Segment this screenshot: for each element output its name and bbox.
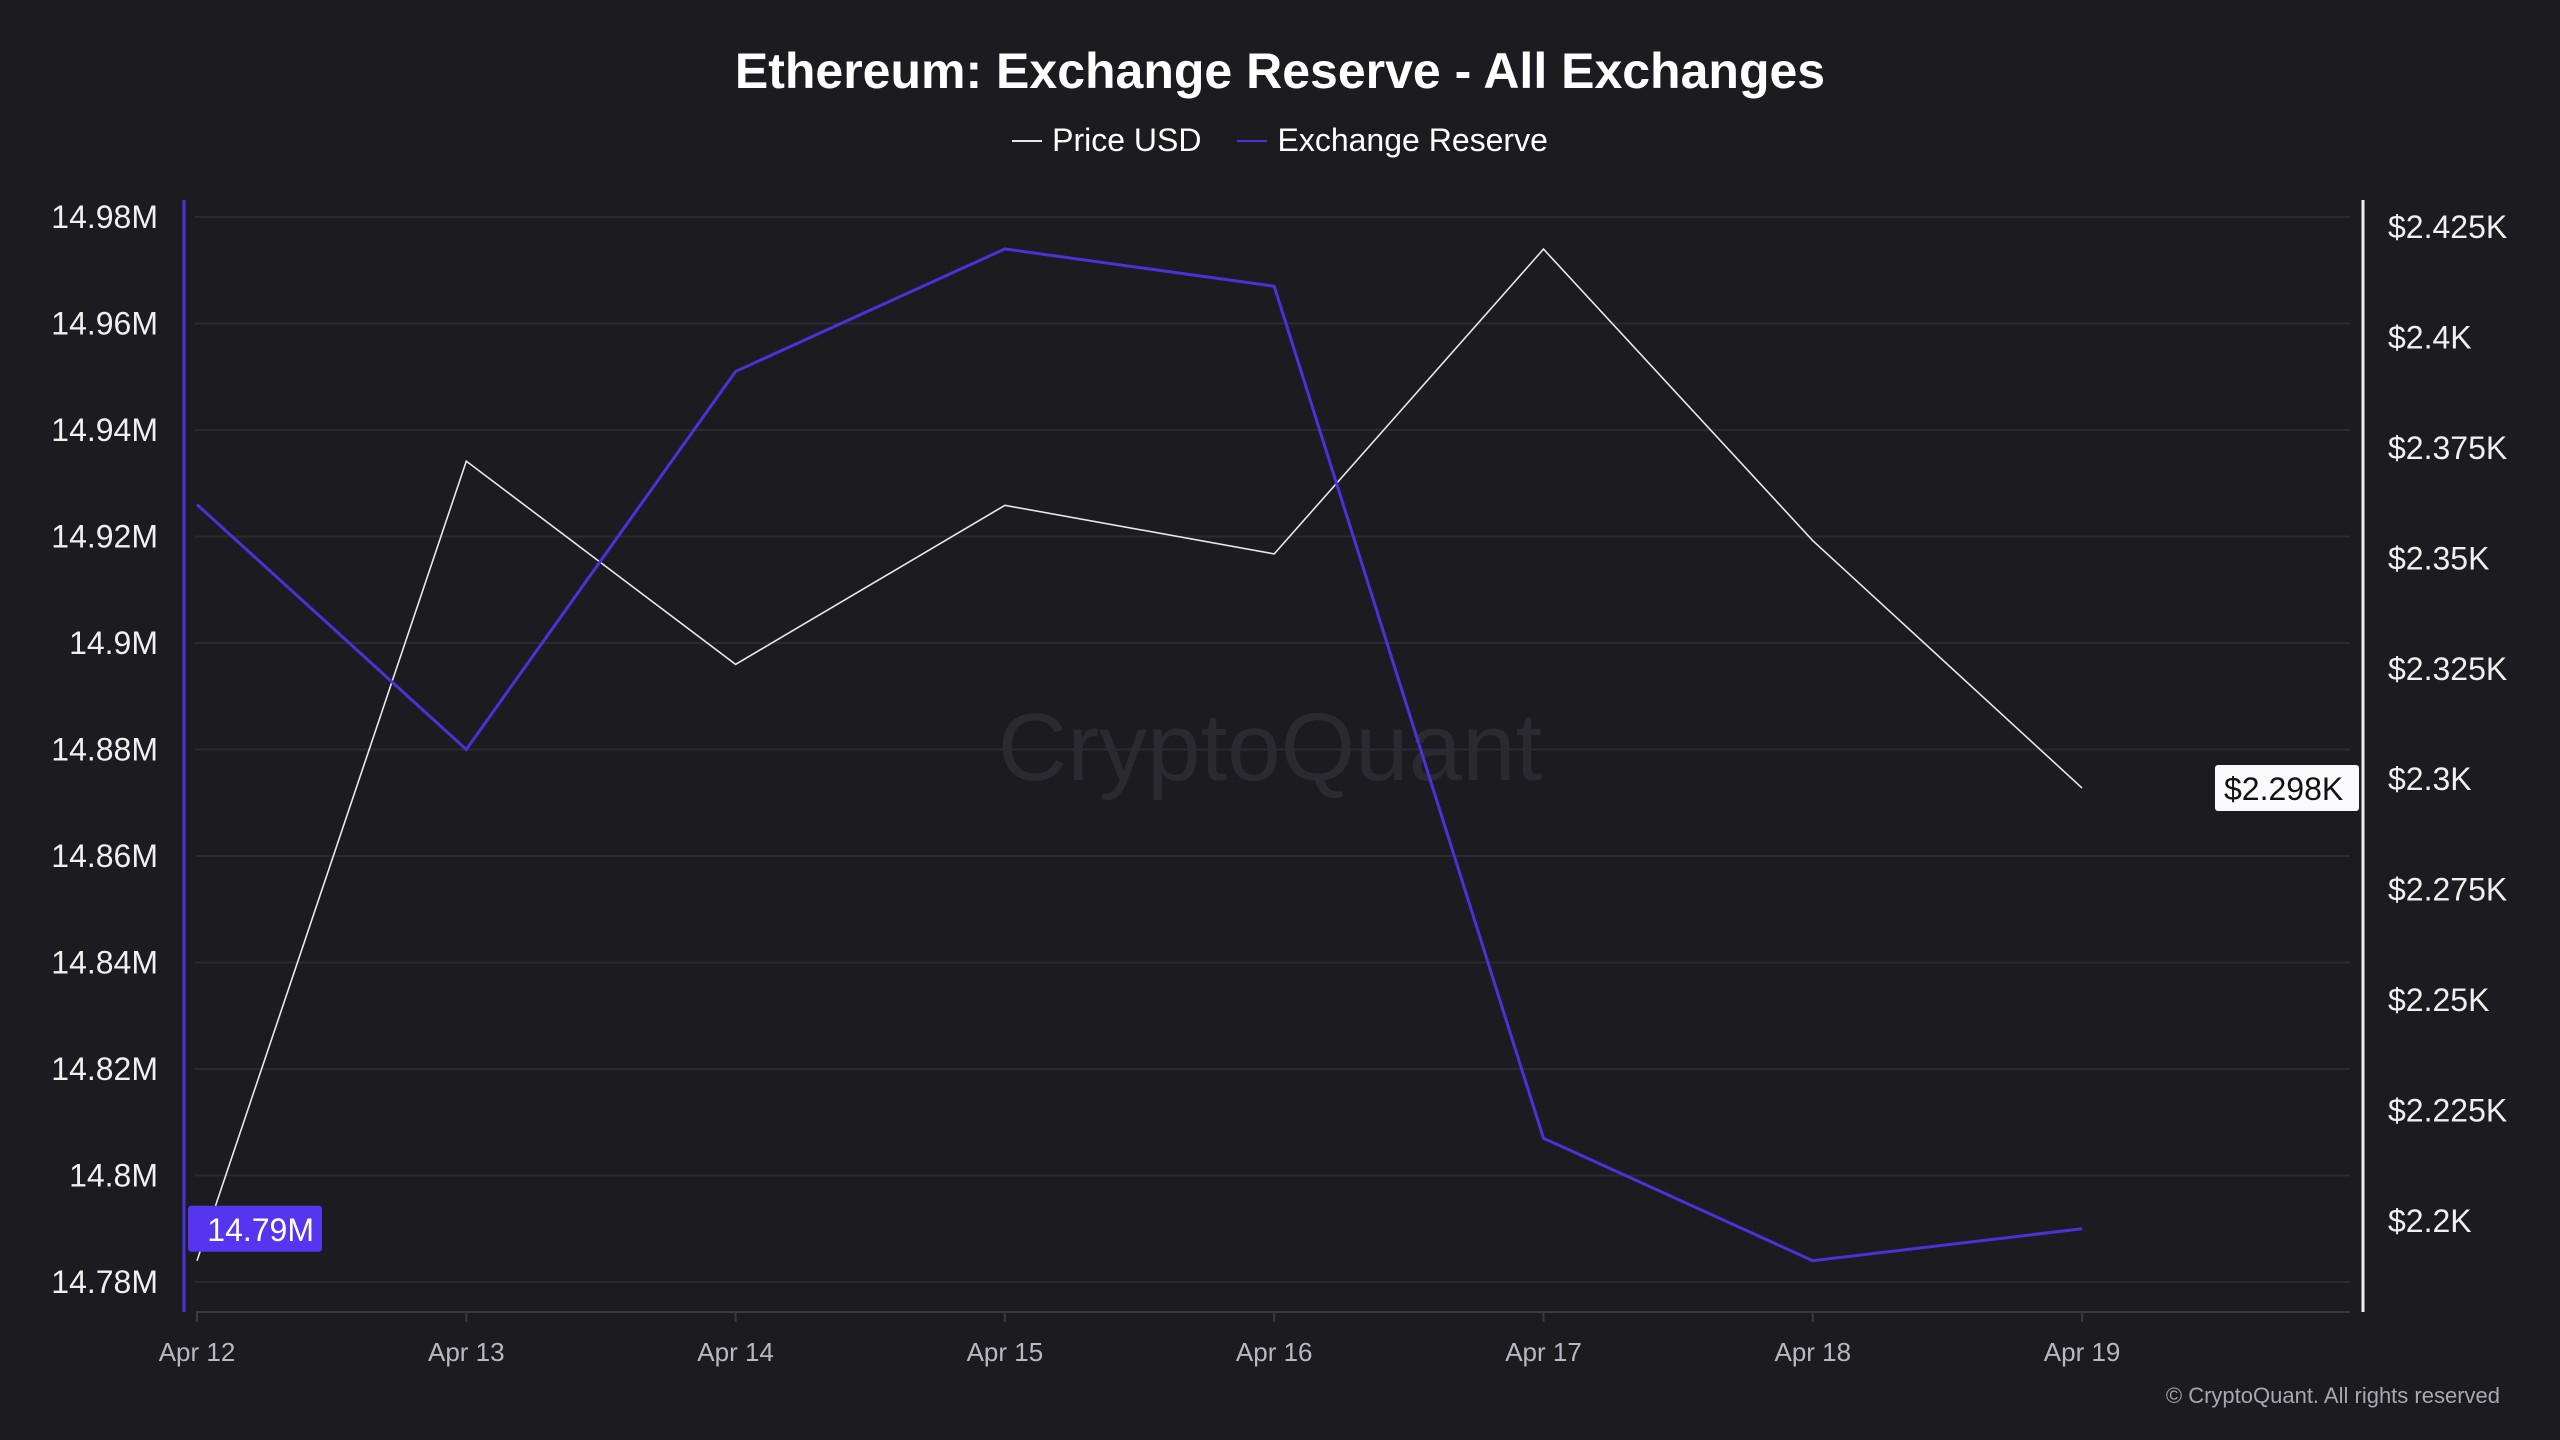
x-tick-label: Apr 19 (2044, 1337, 2121, 1367)
chart-title: Ethereum: Exchange Reserve - All Exchang… (734, 43, 1826, 99)
legend-swatch (1012, 139, 1043, 142)
current-value-right: $2.298K (2224, 771, 2343, 807)
series-line-price-usd (196, 247, 2083, 1262)
legend-item-price[interactable]: Price USD (1012, 122, 1201, 159)
left-tick-label: 14.84M (51, 945, 158, 981)
right-tick-label: $2.375K (2388, 430, 2507, 466)
legend-label: Price USD (1052, 122, 1202, 158)
series-line-exchange-reserve (195, 247, 2083, 1263)
copyright: © CryptoQuant. All rights reserved (2165, 1383, 2500, 1408)
x-tick-label: Apr 17 (1505, 1337, 1582, 1367)
left-tick-label: 14.98M (51, 199, 158, 235)
current-value-left: 14.79M (207, 1212, 314, 1248)
right-tick-label: $2.425K (2388, 209, 2507, 245)
right-tick-label: $2.3K (2388, 761, 2472, 797)
watermark: CryptoQuant (998, 694, 1542, 801)
x-tick-label: Apr 12 (159, 1337, 236, 1367)
right-tick-label: $2.35K (2388, 540, 2489, 576)
legend-item-reserve[interactable]: Exchange Reserve (1237, 122, 1548, 159)
current-value-badge-right (2215, 765, 2359, 812)
left-tick-label: 14.94M (51, 412, 158, 448)
left-tick-label: 14.78M (51, 1264, 158, 1300)
x-tick-label: Apr 16 (1236, 1337, 1313, 1367)
right-tick-label: $2.325K (2388, 651, 2507, 687)
left-tick-label: 14.86M (51, 838, 158, 874)
right-tick-label: $2.4K (2388, 319, 2472, 355)
current-value-badge-left (188, 1205, 322, 1252)
left-tick-label: 14.82M (51, 1051, 158, 1087)
left-tick-label: 14.96M (51, 306, 158, 342)
x-tick-label: Apr 18 (1774, 1337, 1851, 1367)
left-tick-label: 14.8M (69, 1158, 158, 1194)
right-tick-label: $2.25K (2388, 982, 2489, 1018)
left-tick-label: 14.88M (51, 732, 158, 768)
right-tick-label: $2.225K (2388, 1093, 2507, 1129)
left-tick-label: 14.92M (51, 519, 158, 555)
x-tick-label: Apr 15 (967, 1337, 1044, 1367)
legend-label: Exchange Reserve (1277, 122, 1548, 158)
right-tick-label: $2.275K (2388, 872, 2507, 908)
legend: Price USD Exchange Reserve (0, 122, 2560, 159)
legend-swatch (1237, 139, 1268, 142)
x-tick-label: Apr 14 (697, 1337, 774, 1367)
right-tick-label: $2.2K (2388, 1203, 2472, 1239)
x-tick-label: Apr 13 (428, 1337, 505, 1367)
left-tick-label: 14.9M (69, 625, 158, 661)
